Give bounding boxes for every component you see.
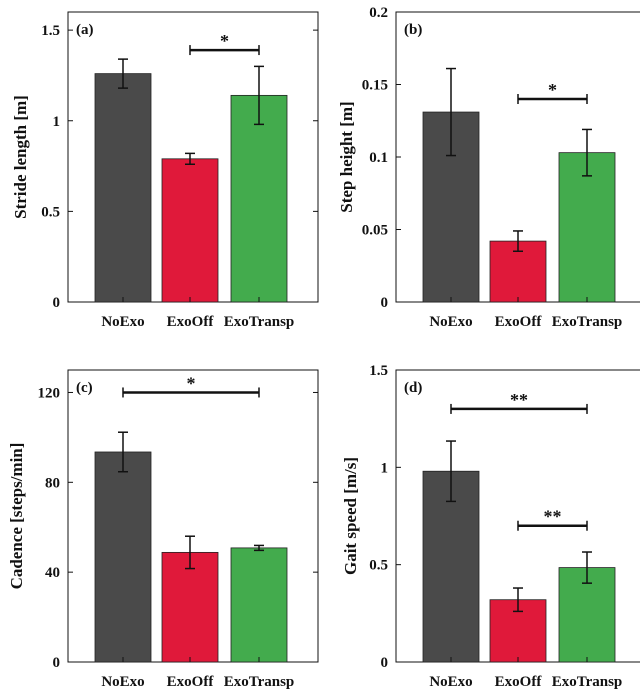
x-tick-label: ExoOff: [167, 674, 215, 690]
bar-exotransp: [230, 547, 288, 663]
x-tick-label: NoExo: [101, 674, 144, 690]
y-tick-label: 120: [38, 385, 61, 401]
panel-label: (a): [76, 22, 94, 38]
panel-label: (d): [404, 380, 422, 396]
x-tick-label: ExoTransp: [224, 314, 295, 330]
y-axis-label: Stride length [m]: [11, 95, 30, 219]
y-tick-label: 80: [45, 475, 60, 491]
bar-exotransp: [230, 94, 288, 303]
chart-panel-a: 0 0.5 1 1.5 Stride length [m] (a) NoExo ExoOff E…: [11, 11, 319, 330]
y-tick-label: 0: [381, 655, 389, 671]
significance-marker: *: [220, 31, 229, 51]
bar-noexo: [94, 451, 152, 663]
panel-label: (b): [404, 22, 422, 38]
y-tick-label: 0.2: [369, 5, 388, 21]
bar-exooff: [161, 551, 219, 663]
significance-marker: *: [548, 80, 557, 100]
y-tick-label: 0.1: [369, 150, 388, 166]
x-tick-label: NoExo: [101, 314, 144, 330]
x-tick-label: NoExo: [429, 674, 472, 690]
x-tick-label: ExoTransp: [552, 674, 623, 690]
y-tick-label: 1: [381, 460, 389, 476]
y-tick-label: 1: [53, 114, 61, 130]
bar-noexo: [94, 73, 152, 303]
x-tick-label: ExoOff: [495, 674, 543, 690]
x-tick-label: ExoOff: [495, 314, 543, 330]
y-tick-label: 0.5: [41, 204, 60, 220]
y-tick-label: 0.15: [362, 78, 388, 94]
significance-marker: **: [510, 390, 528, 410]
x-tick-label: ExoTransp: [224, 674, 295, 690]
bar-noexo: [422, 470, 480, 663]
significance-marker: **: [544, 507, 562, 527]
y-tick-label: 0: [53, 295, 61, 311]
x-tick-label: NoExo: [429, 314, 472, 330]
panel-label: (c): [76, 380, 93, 396]
y-tick-label: 1.5: [369, 363, 388, 379]
y-tick-label: 0: [53, 655, 61, 671]
x-tick-label: ExoTransp: [552, 314, 623, 330]
y-axis-label: Step height [m]: [337, 101, 356, 212]
chart-panel-b: 0 0.05 0.1 0.15 0.2 Step height [m] (b) NoExo Ex…: [337, 5, 640, 330]
chart-panel-d: 0 0.5 1 1.5 Gait speed [m/s] (d) NoExo ExoOff Ex…: [341, 363, 640, 690]
x-tick-label: ExoOff: [167, 314, 215, 330]
y-axis-label: Gait speed [m/s]: [341, 457, 360, 575]
bar-exotransp: [558, 152, 616, 303]
significance-marker: *: [187, 373, 196, 393]
chart-panel-c: 0 40 80 120 Cadence [steps/min] (c) NoExo ExoOf…: [7, 369, 319, 690]
y-tick-label: 0: [381, 295, 389, 311]
y-tick-label: 0.05: [362, 223, 388, 239]
y-tick-label: 1.5: [41, 23, 60, 39]
y-tick-label: 0.5: [369, 558, 388, 574]
y-axis-label: Cadence [steps/min]: [7, 443, 26, 590]
y-tick-label: 40: [45, 565, 60, 581]
bar-exooff: [161, 158, 219, 303]
